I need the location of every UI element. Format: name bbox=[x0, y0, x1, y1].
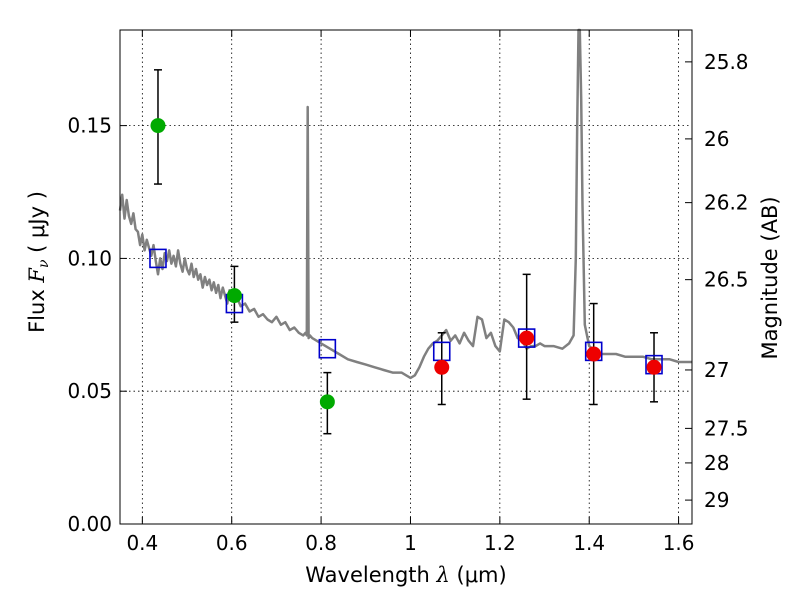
y2-ticks: 25.8 26 26.2 26.5 27 27.5 28 29 bbox=[685, 50, 749, 512]
y-tick-label: 0.05 bbox=[67, 379, 112, 403]
y2-tick-label: 25.8 bbox=[704, 50, 749, 74]
y2-tick-label: 26.2 bbox=[704, 191, 749, 215]
x-tick-label: 0.6 bbox=[216, 531, 248, 555]
x-tick-label: 1.6 bbox=[663, 531, 695, 555]
plot-frame bbox=[119, 29, 693, 525]
model-box-marker bbox=[318, 338, 337, 359]
red-data-point bbox=[646, 359, 662, 375]
y2-tick-label: 27.5 bbox=[704, 416, 749, 440]
x-tick-label: 1.2 bbox=[484, 531, 516, 555]
model-box-marker bbox=[149, 248, 167, 269]
x-tick-label: 1.4 bbox=[573, 531, 605, 555]
y-ticks: 0.00 0.05 0.10 0.15 bbox=[67, 114, 127, 536]
model-spectrum-layer bbox=[118, 28, 692, 380]
green-data-point bbox=[226, 288, 242, 304]
x-tick-label: 1 bbox=[404, 531, 417, 555]
red-data-point bbox=[519, 330, 535, 346]
plot-area bbox=[120, 30, 692, 524]
point-markers-layer bbox=[150, 118, 662, 410]
x-tick-label: 0.8 bbox=[305, 531, 337, 555]
y-axis-label: Flux Fν ( μJy ) bbox=[25, 191, 52, 333]
x-tick-label: 0.4 bbox=[126, 531, 158, 555]
y2-tick-label: 27 bbox=[704, 358, 729, 382]
model-box-marker bbox=[517, 328, 536, 348]
model-spectrum-line bbox=[118, 28, 692, 380]
y2-tick-label: 26 bbox=[704, 127, 729, 151]
y-tick-label: 0.15 bbox=[67, 114, 112, 138]
y2-tick-label: 29 bbox=[704, 488, 729, 512]
x-ticks: 0.4 0.6 0.8 1 1.2 1.4 1.6 bbox=[126, 30, 695, 555]
red-data-point bbox=[586, 346, 602, 362]
green-data-point bbox=[319, 394, 335, 410]
red-data-point bbox=[434, 359, 450, 375]
y-tick-label: 0.10 bbox=[67, 246, 112, 270]
y2-tick-label: 26.5 bbox=[704, 268, 749, 292]
y-tick-label: 0.00 bbox=[67, 512, 112, 536]
y2-tick-label: 28 bbox=[704, 451, 729, 475]
green-data-point bbox=[150, 118, 166, 134]
x-axis-label: Wavelength λ (μm) bbox=[305, 563, 506, 587]
y2-axis-label: Magnitude (AB) bbox=[758, 196, 782, 359]
